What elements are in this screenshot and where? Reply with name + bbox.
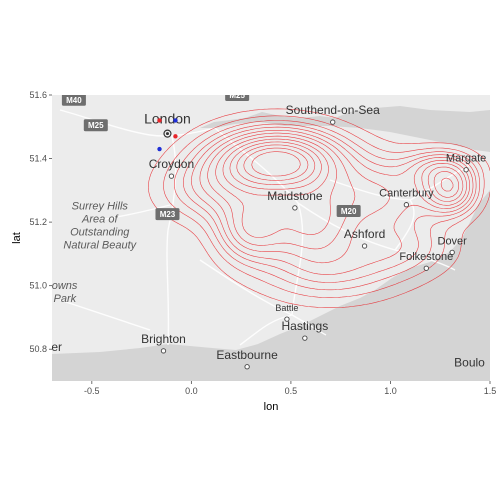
town-marker xyxy=(463,167,469,173)
place-label: Croydon xyxy=(149,157,194,171)
city-marker xyxy=(163,129,172,138)
motorway-label: M40 xyxy=(66,96,82,105)
data-point xyxy=(173,118,178,123)
place-label: Maidstone xyxy=(267,189,323,203)
contour-line xyxy=(163,115,485,298)
map-panel xyxy=(52,95,490,381)
y-tick-label: 50.8 xyxy=(29,344,47,354)
contour-line xyxy=(251,151,301,177)
x-tick-label: 0.5 xyxy=(285,386,298,396)
park-label: h Downs xyxy=(35,280,78,292)
town-marker xyxy=(449,249,455,256)
x-tick-label: 1.5 xyxy=(484,386,497,396)
place-label: Battle xyxy=(275,303,298,313)
place-label-partial: Boulo xyxy=(454,356,485,370)
x-tick-label: 1.0 xyxy=(384,386,397,396)
town-marker xyxy=(168,173,175,179)
town-marker xyxy=(361,243,368,249)
town-marker xyxy=(284,316,290,322)
place-label: Folkestone xyxy=(399,251,453,263)
contour-line xyxy=(174,120,480,291)
place-label: Dover xyxy=(438,235,468,247)
place-label: Southend-on-Sea xyxy=(286,103,380,117)
land-area xyxy=(52,95,490,354)
data-point xyxy=(173,134,178,139)
road-network xyxy=(59,109,471,346)
place-label: Ashford xyxy=(344,227,385,241)
x-axis-title: lon xyxy=(264,401,279,413)
y-tick-label: 51.4 xyxy=(29,154,47,164)
contour-line xyxy=(236,144,316,185)
place-label-partial: ster xyxy=(42,340,62,354)
data-point xyxy=(157,118,162,123)
motorway-label: M23 xyxy=(160,210,176,219)
park-label: Outstanding xyxy=(70,226,130,238)
motorway-label: M20 xyxy=(341,207,357,216)
park-label: nal Park xyxy=(36,293,77,305)
motorway-shield: M25 xyxy=(225,91,250,101)
contour-line xyxy=(229,141,454,192)
y-tick-label: 51.2 xyxy=(29,217,47,227)
motorway-label: M25 xyxy=(229,91,245,100)
y-axis-title: lat xyxy=(11,232,23,244)
town-marker xyxy=(403,202,410,208)
x-tick-label: -0.5 xyxy=(84,386,100,396)
town-marker xyxy=(302,335,308,341)
park-label: Area of xyxy=(81,213,118,225)
x-tick-label: 0.0 xyxy=(185,386,198,396)
city-marker-dot xyxy=(165,132,169,136)
town-marker xyxy=(160,348,167,354)
place-label: Brighton xyxy=(141,332,186,346)
contour-line xyxy=(207,132,467,250)
town-marker xyxy=(292,205,298,211)
contour-line xyxy=(199,130,470,264)
place-label: Margate xyxy=(446,153,486,165)
motorway-shield: M23 xyxy=(155,208,180,221)
place-label: Eastbourne xyxy=(216,348,278,362)
motorway-label: M25 xyxy=(88,121,104,130)
y-axis: 50.8 51.0 51.2 51.4 51.6 xyxy=(29,90,52,354)
park-label: Natural Beauty xyxy=(63,239,137,251)
town-marker xyxy=(423,265,429,271)
contour-line xyxy=(191,126,474,275)
contour-line xyxy=(183,123,477,283)
contour-line xyxy=(222,138,459,198)
data-points xyxy=(157,118,178,152)
park-label: Surrey Hills xyxy=(72,200,129,212)
y-tick-label: 51.0 xyxy=(29,281,47,291)
x-axis: -0.5 0.0 0.5 1.0 1.5 xyxy=(84,381,496,396)
motorway-shield: M20 xyxy=(336,204,361,217)
town-marker xyxy=(244,364,250,370)
y-tick-label: 51.6 xyxy=(29,90,47,100)
data-point xyxy=(157,146,162,152)
density-contours xyxy=(148,108,490,308)
place-label: Hastings xyxy=(282,319,329,333)
place-label: London xyxy=(144,111,191,127)
contour-line xyxy=(215,135,464,238)
town-marker xyxy=(330,119,336,125)
contour-line xyxy=(148,108,490,308)
place-label: Canterbury xyxy=(379,188,434,200)
contour-line xyxy=(243,147,309,181)
motorway-shield: M25 xyxy=(83,119,108,132)
motorway-shield: M40 xyxy=(61,95,86,106)
